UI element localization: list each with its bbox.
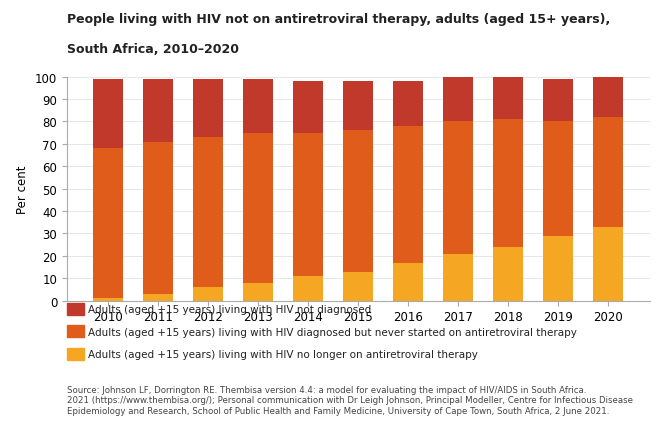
Bar (293, 82, 324, 133)
Bar (143, 294, 174, 301)
Bar (243, 80, 273, 133)
Bar (493, 247, 523, 301)
Bar (594, 227, 623, 301)
Text: Adults (aged +15 years) living with HIV diagnosed but never started on antiretro: Adults (aged +15 years) living with HIV … (88, 327, 578, 337)
Text: Adults (aged +15 years) living with HIV no longer on antiretroviral therapy: Adults (aged +15 years) living with HIV … (88, 349, 478, 359)
Bar (393, 126, 423, 263)
Text: South Africa, 2010–2020: South Africa, 2010–2020 (67, 43, 239, 56)
Bar (594, 118, 623, 227)
Bar (293, 276, 324, 301)
Bar (293, 133, 324, 276)
Bar (194, 138, 224, 288)
Bar (94, 149, 123, 299)
Text: Source: Johnson LF, Dorrington RE. Thembisa version 4.4: a model for evaluating : Source: Johnson LF, Dorrington RE. Themb… (67, 385, 633, 415)
Bar (444, 77, 474, 122)
Bar (143, 142, 174, 294)
Bar (543, 236, 574, 301)
Bar (594, 77, 623, 118)
Bar (493, 120, 523, 247)
Bar (194, 288, 224, 301)
Text: People living with HIV not on antiretroviral therapy, adults (aged 15+ years),: People living with HIV not on antiretrov… (67, 13, 610, 26)
Bar (543, 122, 574, 236)
Bar (344, 82, 373, 131)
Bar (543, 80, 574, 122)
Text: Adults (aged +15 years) living with HIV not diagnosed: Adults (aged +15 years) living with HIV … (88, 304, 372, 315)
Bar (393, 82, 423, 126)
Bar (143, 80, 174, 142)
Bar (393, 263, 423, 301)
Bar (344, 272, 373, 301)
Bar (94, 80, 123, 149)
Bar (94, 299, 123, 301)
Y-axis label: Per cent: Per cent (17, 165, 29, 213)
Bar (243, 283, 273, 301)
Bar (493, 77, 523, 120)
Bar (243, 133, 273, 283)
Bar (444, 254, 474, 301)
Bar (344, 131, 373, 272)
Bar (194, 80, 224, 138)
Bar (444, 122, 474, 254)
